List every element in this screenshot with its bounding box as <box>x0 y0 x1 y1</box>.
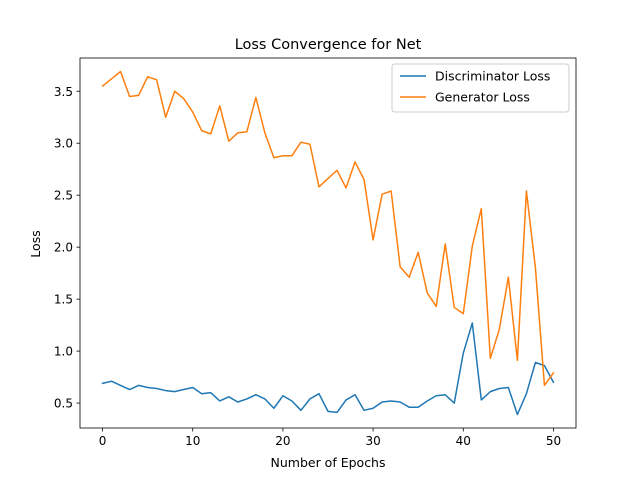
x-tick-label: 50 <box>546 434 561 448</box>
x-tick-label: 30 <box>365 434 380 448</box>
x-tick-label: 40 <box>456 434 471 448</box>
y-tick-label: 3.0 <box>54 137 73 151</box>
y-tick-label: 2.5 <box>54 189 73 203</box>
legend-label-0: Discriminator Loss <box>435 69 550 84</box>
axes-frame <box>79 57 577 429</box>
x-axis-label: Number of Epochs <box>271 455 386 470</box>
y-tick-label: 1.5 <box>54 293 73 307</box>
x-tick-label: 10 <box>185 434 200 448</box>
legend-label-1: Generator Loss <box>435 90 530 105</box>
series-line-1 <box>101 70 555 387</box>
chart-title: Loss Convergence for Net <box>235 37 422 53</box>
legend: Discriminator Loss Generator Loss <box>391 63 570 113</box>
plot-area <box>79 57 577 429</box>
legend-box <box>391 63 570 113</box>
series-line-0 <box>101 322 555 416</box>
x-tick-label: 20 <box>275 434 290 448</box>
x-tick-label: 0 <box>99 434 107 448</box>
y-axis-label: Loss <box>28 230 43 257</box>
y-tick-label: 2.0 <box>54 241 73 255</box>
y-tick-label: 1.0 <box>54 345 73 359</box>
y-tick-label: 0.5 <box>54 397 73 411</box>
x-axis-ticks: 0 10 20 30 40 50 <box>99 428 561 448</box>
y-axis-ticks: 0.5 1.0 1.5 2.0 2.5 3.0 3.5 <box>54 85 80 411</box>
y-tick-label: 3.5 <box>54 85 73 99</box>
